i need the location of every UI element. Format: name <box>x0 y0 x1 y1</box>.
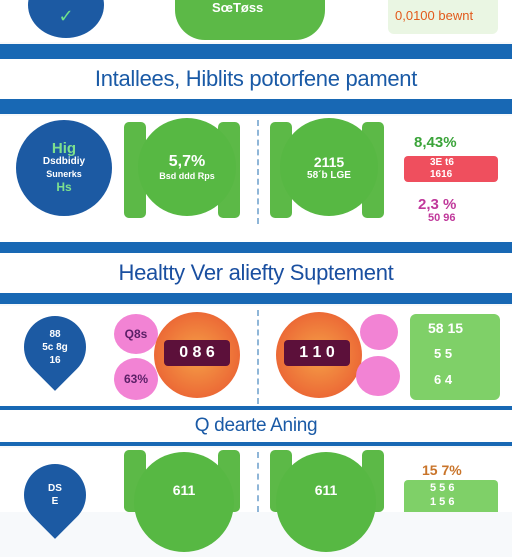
row1-blue-l3: Sunerks <box>46 169 82 179</box>
heading-1: Intallees, Hiblits potorfene pament <box>0 59 512 99</box>
row1-blue-circle: Hig Dsdbidiy Sunerks Hs <box>16 120 112 216</box>
heading-bar-3: Q dearte Aning <box>0 406 512 446</box>
row3-drop-l1: DS <box>48 483 62 494</box>
row1-red-l2: 1616 <box>430 169 453 180</box>
row2-pink-b: 63% <box>114 358 158 400</box>
row2-stat-l1: 58 15 <box>428 320 464 336</box>
heading-2: Healtty Ver aliefty Suptement <box>0 253 512 293</box>
row3-right-green-circle: 611 <box>276 452 376 552</box>
row2-pink-d <box>356 356 400 396</box>
row1-stat-top: 8,43% <box>414 134 457 151</box>
top-right-text: 0,0100 bewnt <box>395 8 474 23</box>
row1-right-green-l2: 58´b LGE <box>307 169 351 181</box>
top-right-card <box>388 0 498 34</box>
row1-left-green-l1: 5,7% <box>168 153 206 170</box>
top-circle-text: ✓ <box>58 5 74 26</box>
row2-orange-left-badge: 0 8 6 <box>164 340 230 366</box>
row1-red-card <box>404 156 498 182</box>
row1-blue-l4: Hs <box>56 180 72 194</box>
row3-left-green-circle: 611 <box>134 452 234 552</box>
row2-water-drop: 88 5c 8g 16 <box>11 303 99 391</box>
row3-stat-top: 15 7% <box>422 462 462 478</box>
row2-orange-right-badge: 1 1 0 <box>284 340 350 366</box>
row3-water-drop: DS E <box>11 451 99 539</box>
row2-pink-c <box>360 314 398 350</box>
heading-bar-2: Healtty Ver aliefty Suptement <box>0 242 512 304</box>
top-center-text: SœTøss <box>212 0 264 15</box>
heading-3: Q dearte Aning <box>0 410 512 442</box>
row1-left-green-circle: 5,7% Bsd ddd Rps <box>138 118 236 216</box>
row3-left-green-text: 611 <box>172 482 196 498</box>
row3-drop-l2: E <box>51 496 59 507</box>
row3-right-green-text: 611 <box>314 482 338 498</box>
row1-blue-l1: Hig <box>51 140 77 157</box>
row2-divider <box>257 310 259 404</box>
top-green-block <box>175 0 325 40</box>
row1-stat-bottom2: 50 96 <box>428 212 456 224</box>
row2-drop-l3: 16 <box>49 354 61 366</box>
heading-bar-1: Intallees, Hiblits potorfene pament <box>0 44 512 114</box>
row3-stat-l1: 5 5 6 <box>430 482 455 494</box>
row2-green-card <box>410 314 500 400</box>
row1-stat-bottom: 2,3 % <box>418 196 457 213</box>
row3-green-card <box>404 480 498 512</box>
row3-divider <box>257 452 259 512</box>
row1-left-green-bar-left <box>124 122 146 218</box>
row2-stat-l3: 6 4 <box>434 372 453 387</box>
row1-red-l1: 3E t6 <box>430 157 454 168</box>
row1-divider <box>257 120 259 224</box>
row2-pink-a: Q8s <box>114 314 158 354</box>
row1-left-green-l2: Bsd ddd Rps <box>159 171 215 181</box>
row1-blue-l2: Dsdbidiy <box>42 156 86 167</box>
row1-right-green-circle: 2115 58´b LGE <box>280 118 378 216</box>
row2-drop-l2: 5c 8g <box>42 341 68 353</box>
row1-right-green-l1: 2115 <box>313 153 345 170</box>
row2-stat-l2: 5 5 <box>434 346 453 361</box>
row3-stat-l2: 1 5 6 <box>430 496 455 508</box>
row2-drop-l1: 88 <box>49 328 61 340</box>
